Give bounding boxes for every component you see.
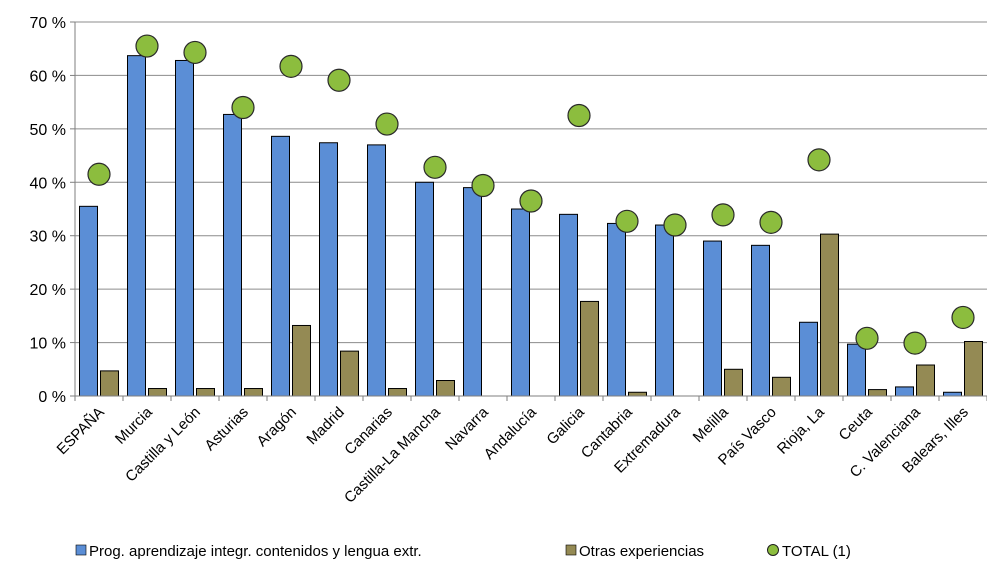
bar-series-1 bbox=[175, 59, 194, 397]
axes bbox=[74, 22, 987, 401]
y-tick-label: 70 % bbox=[30, 15, 66, 32]
bar-series-2 bbox=[196, 388, 215, 397]
bar-series-1 bbox=[751, 244, 770, 397]
total-marker bbox=[567, 103, 591, 128]
category-label: Andalucía bbox=[481, 403, 541, 463]
bar-series-2 bbox=[340, 350, 359, 397]
total-marker bbox=[327, 68, 351, 92]
category-label: Galicia bbox=[543, 403, 588, 448]
legend-marker-series-3 bbox=[767, 544, 779, 556]
category-label: Ceuta bbox=[836, 403, 877, 444]
bar-series-1 bbox=[943, 391, 962, 397]
bar-series-2 bbox=[100, 370, 119, 397]
total-marker bbox=[423, 155, 447, 179]
bar-series-2 bbox=[244, 388, 263, 397]
bar-series-2 bbox=[580, 300, 599, 397]
bar-series-1 bbox=[79, 205, 98, 397]
bar-series-2 bbox=[964, 341, 983, 397]
bar-series-2 bbox=[820, 233, 839, 397]
y-tick-label: 20 % bbox=[30, 282, 66, 299]
total-marker bbox=[183, 40, 207, 65]
total-marker bbox=[471, 173, 495, 198]
total-marker bbox=[87, 162, 111, 186]
bar-series-1 bbox=[367, 144, 386, 397]
bar-series-1 bbox=[655, 224, 674, 397]
legend-label-series-1: Prog. aprendizaje integr. contenidos y l… bbox=[89, 543, 422, 560]
total-marker bbox=[279, 54, 303, 78]
total-marker bbox=[615, 209, 639, 233]
bar-series-1 bbox=[271, 135, 290, 397]
bar-series-1 bbox=[799, 321, 818, 397]
bar-series-1 bbox=[607, 222, 626, 397]
category-label: Murcia bbox=[112, 403, 156, 447]
category-label: Aragón bbox=[254, 404, 300, 450]
category-label: Madrid bbox=[303, 404, 347, 448]
category-label: Melilla bbox=[690, 403, 733, 446]
y-tick-label: 60 % bbox=[30, 68, 66, 85]
category-label: Rioja, La bbox=[774, 403, 828, 457]
category-label: ESPAÑA bbox=[54, 404, 108, 458]
bar-series-2 bbox=[292, 324, 311, 397]
total-marker bbox=[951, 305, 975, 330]
gridlines bbox=[75, 21, 987, 344]
bar-series-1 bbox=[895, 386, 914, 397]
total-marker bbox=[759, 210, 783, 234]
bar-series-2 bbox=[916, 364, 935, 397]
total-marker bbox=[855, 326, 879, 350]
legend-swatch-series-2 bbox=[565, 544, 577, 556]
bar-series-1 bbox=[223, 113, 242, 397]
y-tick-label: 0 % bbox=[38, 389, 66, 406]
bar-series-1 bbox=[559, 213, 578, 397]
bar-series-2 bbox=[868, 389, 887, 397]
total-marker bbox=[519, 189, 543, 213]
category-label: Asturias bbox=[201, 404, 251, 454]
legend-label-series-3: TOTAL (1) bbox=[782, 543, 851, 560]
total-marker bbox=[807, 148, 831, 172]
bar-series-2 bbox=[628, 391, 647, 397]
bar-series-1 bbox=[847, 343, 866, 397]
bars bbox=[79, 55, 983, 397]
total-marker bbox=[711, 203, 735, 227]
bar-series-1 bbox=[415, 181, 434, 397]
total-marker bbox=[375, 112, 399, 136]
total-marker bbox=[663, 213, 687, 237]
total-marker bbox=[135, 34, 159, 58]
y-tick-label: 30 % bbox=[30, 229, 66, 246]
total-marker bbox=[231, 95, 255, 120]
legend-swatch-series-1 bbox=[75, 544, 87, 556]
bar-series-1 bbox=[511, 208, 530, 397]
legend: Prog. aprendizaje integr. contenidos y l… bbox=[75, 543, 851, 560]
y-tick-label: 40 % bbox=[30, 175, 66, 192]
total-marker bbox=[903, 331, 927, 355]
bar-series-1 bbox=[703, 240, 722, 397]
bar-series-2 bbox=[148, 388, 167, 397]
total-markers bbox=[87, 34, 975, 355]
bar-series-2 bbox=[436, 380, 455, 397]
legend-label-series-2: Otras experiencias bbox=[579, 543, 704, 560]
y-tick-label: 10 % bbox=[30, 336, 66, 353]
bar-series-1 bbox=[127, 55, 146, 397]
bar-series-2 bbox=[388, 388, 407, 397]
bar-series-2 bbox=[772, 376, 791, 397]
bar-series-2 bbox=[724, 368, 743, 397]
bar-series-1 bbox=[463, 187, 482, 397]
y-axis-ticks: 0 % 10 % 20 % 30 % 40 % 50 % 60 % 70 % bbox=[30, 15, 75, 406]
bar-series-1 bbox=[319, 142, 338, 397]
y-tick-label: 50 % bbox=[30, 122, 66, 139]
